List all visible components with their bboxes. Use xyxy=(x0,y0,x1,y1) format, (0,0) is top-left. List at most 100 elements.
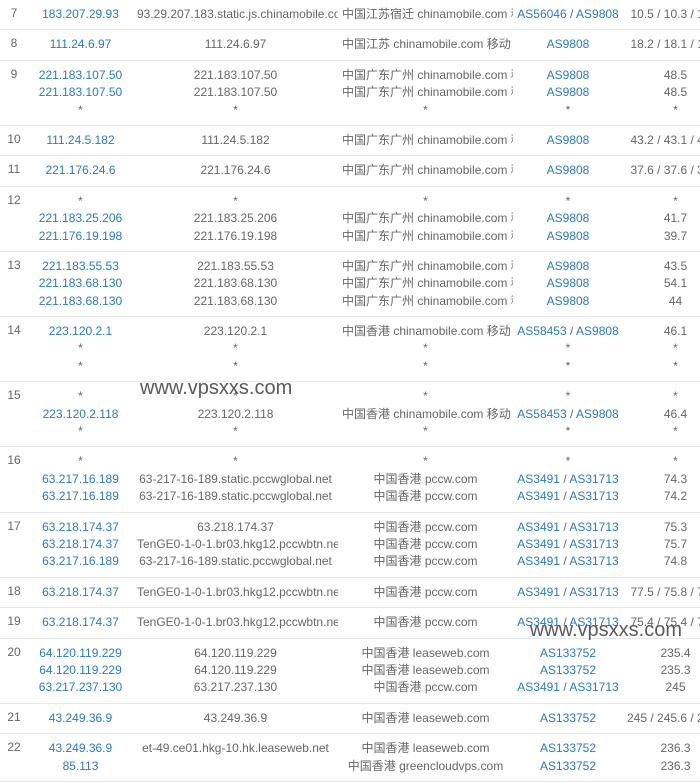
ip-link[interactable]: 64.120.119.229 xyxy=(32,645,129,662)
asn-link[interactable]: AS9808 xyxy=(547,37,590,51)
ip-link[interactable]: 111.24.6.97 xyxy=(32,36,129,53)
ip-link[interactable]: 63.217.16.189 xyxy=(32,488,129,505)
ip-link[interactable]: 183.207.29.93 xyxy=(32,6,129,23)
asn-link[interactable]: AS31713 xyxy=(569,537,618,551)
asn-line: AS3491 / AS31713 xyxy=(517,471,619,488)
asn-link[interactable]: AS31713 xyxy=(569,520,618,534)
location-cell: *中国香港 chinamobile.com 移动* xyxy=(338,382,513,447)
ip-link[interactable]: 63.218.174.37 xyxy=(32,614,129,631)
location-text: 中国香港 pccw.com xyxy=(342,536,509,553)
host-cell: 93.29.207.183.static.js.chinamobile.com xyxy=(133,0,338,30)
latency-text: 48.5 xyxy=(627,67,700,84)
asn-link[interactable]: AS58453 xyxy=(517,324,566,338)
ip-text: * xyxy=(32,388,129,405)
asn-link[interactable]: AS133752 xyxy=(540,646,596,660)
asn-link[interactable]: AS133752 xyxy=(540,711,596,725)
latency-text: 235.4 xyxy=(627,645,700,662)
host-cell: *221.183.25.206221.176.19.198 xyxy=(133,186,338,251)
latency-cell: 77.5 / 75.8 / 75.8 xyxy=(623,577,700,607)
ip-link[interactable]: 63.217.237.130 xyxy=(32,679,129,696)
host-text: 64.120.119.229 xyxy=(137,645,334,662)
asn-link[interactable]: AS9808 xyxy=(547,133,590,147)
ip-link[interactable]: 63.218.174.37 xyxy=(32,584,129,601)
asn-link[interactable]: AS9808 xyxy=(576,324,619,338)
ip-cell: 63.218.174.37 xyxy=(28,608,133,638)
latency-text: 43.5 xyxy=(627,258,700,275)
location-text: 中国广东广州 chinamobile.com 移动 xyxy=(342,275,509,292)
location-text: 中国广东广州 chinamobile.com 移动 xyxy=(342,67,509,84)
ip-link[interactable]: 221.176.19.198 xyxy=(32,228,129,245)
location-text: * xyxy=(342,193,509,210)
asn-link[interactable]: AS31713 xyxy=(569,489,618,503)
ip-cell: 221.183.55.53221.183.68.130221.183.68.13… xyxy=(28,251,133,316)
ip-link[interactable]: 63.217.16.189 xyxy=(32,471,129,488)
asn-link[interactable]: AS9808 xyxy=(547,259,590,273)
hop-cell: 19 xyxy=(0,608,28,638)
asn-link[interactable]: AS133752 xyxy=(540,759,596,773)
asn-line: * xyxy=(517,340,619,357)
asn-link[interactable]: AS133752 xyxy=(540,741,596,755)
ip-link[interactable]: 221.183.68.130 xyxy=(32,293,129,310)
asn-cell: AS3491 / AS31713 xyxy=(513,577,623,607)
ip-link[interactable]: 63.218.174.37 xyxy=(32,519,129,536)
location-text: 中国香港 chinamobile.com 移动 xyxy=(342,406,509,423)
ip-link[interactable]: 221.183.25.206 xyxy=(32,210,129,227)
asn-link[interactable]: AS3491 xyxy=(517,615,560,629)
asn-link[interactable]: AS3491 xyxy=(517,680,560,694)
table-row: 13221.183.55.53221.183.68.130221.183.68.… xyxy=(0,251,700,316)
location-text: 中国香港 chinamobile.com 移动 xyxy=(342,323,509,340)
asn-link[interactable]: AS3491 xyxy=(517,537,560,551)
asn-link[interactable]: AS3491 xyxy=(517,489,560,503)
asn-link[interactable]: AS3491 xyxy=(517,472,560,486)
asn-link[interactable]: AS58453 xyxy=(517,407,566,421)
ip-link[interactable]: 221.183.107.50 xyxy=(32,84,129,101)
table-row: 1763.218.174.3763.218.174.3763.217.16.18… xyxy=(0,512,700,577)
asn-link[interactable]: AS3491 xyxy=(517,585,560,599)
asn-link[interactable]: AS9808 xyxy=(547,163,590,177)
asn-link[interactable]: AS3491 xyxy=(517,554,560,568)
asn-link[interactable]: AS9808 xyxy=(547,294,590,308)
ip-link[interactable]: 63.217.16.189 xyxy=(32,553,129,570)
ip-link[interactable]: 85.113 xyxy=(32,758,129,775)
asn-link[interactable]: AS3491 xyxy=(517,520,560,534)
table-row: 12*221.183.25.206221.176.19.198*221.183.… xyxy=(0,186,700,251)
ip-link[interactable]: 111.24.5.182 xyxy=(32,132,129,149)
host-text: * xyxy=(137,340,334,357)
host-text: TenGE0-1-0-1.br03.hkg12.pccwbtn.net xyxy=(137,614,334,631)
asn-link[interactable]: AS9808 xyxy=(547,211,590,225)
location-text: 中国香港 greencloudvps.com xyxy=(342,758,509,775)
ip-link[interactable]: 64.120.119.229 xyxy=(32,662,129,679)
asn-link[interactable]: AS31713 xyxy=(569,472,618,486)
host-text: 223.120.2.1 xyxy=(137,323,334,340)
ip-text: * xyxy=(32,453,129,470)
ip-link[interactable]: 223.120.2.1 xyxy=(32,323,129,340)
ip-link[interactable]: 43.249.36.9 xyxy=(32,710,129,727)
ip-link[interactable]: 221.183.68.130 xyxy=(32,275,129,292)
latency-text: 74.8 xyxy=(627,553,700,570)
asn-link[interactable]: AS133752 xyxy=(540,663,596,677)
asn-link[interactable]: AS56046 xyxy=(517,7,566,21)
ip-text: * xyxy=(32,340,129,357)
ip-cell: 111.24.6.97 xyxy=(28,30,133,60)
ip-link[interactable]: 221.183.55.53 xyxy=(32,258,129,275)
asn-link[interactable]: AS9808 xyxy=(576,7,619,21)
asn-link[interactable]: AS9808 xyxy=(547,85,590,99)
ip-cell: 223.120.2.1** xyxy=(28,317,133,382)
ip-link[interactable]: 223.120.2.118 xyxy=(32,406,129,423)
asn-link[interactable]: AS31713 xyxy=(569,554,618,568)
asn-link[interactable]: AS9808 xyxy=(547,276,590,290)
ip-cell: 221.183.107.50221.183.107.50* xyxy=(28,60,133,125)
ip-link[interactable]: 63.218.174.37 xyxy=(32,536,129,553)
asn-link[interactable]: AS31713 xyxy=(569,680,618,694)
location-cell: 中国江苏宿迁 chinamobile.com 移动 xyxy=(338,0,513,30)
asn-link[interactable]: AS9808 xyxy=(547,68,590,82)
latency-text: 75.3 xyxy=(627,519,700,536)
ip-link[interactable]: 221.176.24.6 xyxy=(32,162,129,179)
asn-link[interactable]: AS9808 xyxy=(547,229,590,243)
asn-line: * xyxy=(517,453,619,470)
asn-link[interactable]: AS31713 xyxy=(569,585,618,599)
ip-link[interactable]: 221.183.107.50 xyxy=(32,67,129,84)
ip-link[interactable]: 43.249.36.9 xyxy=(32,740,129,757)
asn-link[interactable]: AS9808 xyxy=(576,407,619,421)
asn-link[interactable]: AS31713 xyxy=(569,615,618,629)
